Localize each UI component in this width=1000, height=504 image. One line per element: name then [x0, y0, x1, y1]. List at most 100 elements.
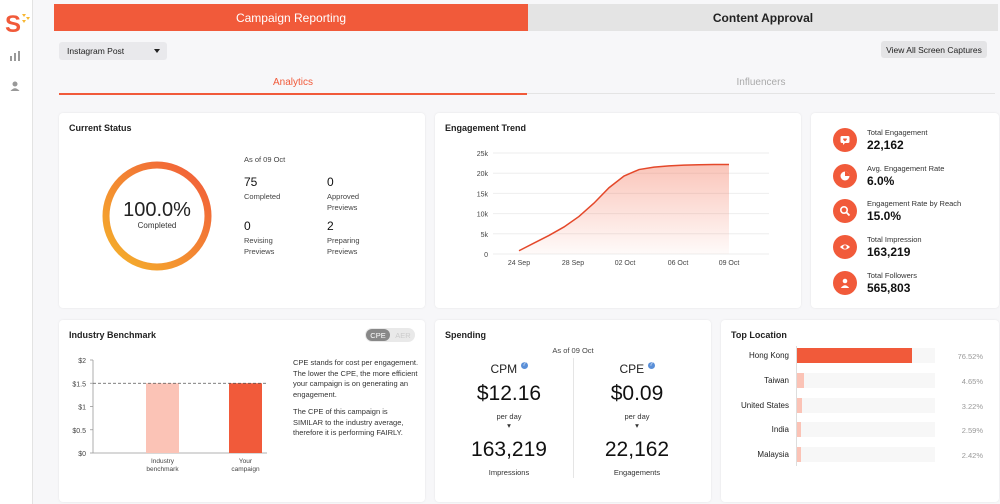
metric-text: Engagement Rate by Reach 15.0%	[867, 199, 961, 223]
bar-chart-icon[interactable]	[9, 50, 21, 62]
location-bar	[797, 397, 802, 413]
eye-icon	[833, 235, 857, 260]
metric-text: Total Impression 163,219	[867, 235, 922, 259]
location-bar	[797, 422, 801, 438]
spending-as-of: As of 09 Oct	[552, 346, 594, 355]
y-tick-label: 25k	[477, 151, 489, 158]
x-tick-label: 28 Sep	[562, 260, 584, 267]
cpe-aer-toggle[interactable]: CPE AER	[365, 328, 415, 342]
brand-logo[interactable]: S	[5, 8, 31, 38]
status-count: 75	[244, 175, 258, 189]
card-title: Spending	[445, 330, 486, 340]
toggle-cpe[interactable]: CPE	[366, 329, 390, 341]
chevron-down-icon	[154, 49, 160, 53]
trend-line	[518, 163, 730, 252]
top-location-card: Top Location Hong Kong 76.52% Taiwan 4.65% U…	[721, 320, 999, 502]
metric-row: Total Engagement 22,162	[833, 125, 927, 155]
location-name: Taiwan	[764, 375, 789, 385]
status-percent: 100.0%	[123, 199, 191, 221]
benchmark-description: CPE stands for cost per engagement. The …	[293, 358, 419, 399]
x-tick-label: 02 Oct	[615, 260, 636, 267]
view-screen-captures-button[interactable]: View All Screen Captures	[881, 41, 987, 58]
heart-chat-icon	[833, 128, 857, 152]
location-name: United States	[740, 400, 789, 410]
cpm-label: CPM	[490, 362, 518, 376]
metric-text: Total Followers 565,803	[867, 271, 917, 295]
metric-value: 22,162	[867, 138, 904, 152]
metric-text: Total Engagement 22,162	[867, 128, 927, 152]
industry-benchmark-bar	[146, 383, 179, 453]
location-percent: 76.52%	[957, 352, 983, 361]
engagement-trend-chart: 25k 20k 15k 10k 5k 0 24 Sep 28 Sep 02 Oct 06 Oct 0…	[477, 151, 769, 267]
location-name: India	[771, 425, 789, 435]
main-content: Campaign Reporting Content Approval Inst…	[33, 0, 1000, 504]
status-label: Previews	[244, 247, 275, 256]
metric-label: Engagement Rate by Reach	[867, 199, 962, 209]
subtab-influencers[interactable]: Influencers	[736, 77, 786, 88]
current-status-card: Current Status 100.0% Completed As of 09…	[59, 113, 425, 308]
bar-label: Your	[239, 458, 253, 465]
cpe-engagements: 22,162	[604, 438, 670, 461]
metric-label: Total Followers	[867, 270, 918, 280]
cpe-label: CPE	[619, 362, 645, 376]
y-tick-label: $2	[78, 358, 86, 365]
y-tick-label: 5k	[481, 232, 489, 239]
help-icon[interactable]: ?	[647, 362, 655, 369]
dropdown-selected: Instagram Post	[67, 46, 125, 56]
metric-value: 565,803	[867, 280, 911, 295]
svg-text:S: S	[5, 11, 21, 38]
status-ring	[102, 161, 212, 271]
location-bar	[797, 372, 804, 388]
metric-row: Avg. Engagement Rate 6.0%	[833, 161, 944, 191]
y-tick-label: $1	[78, 405, 86, 412]
metric-row: Total Impression 163,219	[833, 232, 922, 262]
location-track	[797, 372, 935, 388]
location-name: Hong Kong	[748, 351, 789, 360]
y-tick-label: 10k	[477, 212, 489, 219]
status-percent-label: Completed	[137, 221, 177, 230]
status-label: Approved	[327, 192, 360, 201]
subtab-divider	[527, 93, 995, 94]
location-bar	[797, 447, 801, 463]
y-tick-label: $1.5	[72, 381, 86, 388]
x-tick-label: 24 Sep	[508, 260, 530, 267]
cpe-label-wrap: CPE ?	[583, 362, 691, 376]
cpe-engagements-label: Engagements	[613, 468, 661, 477]
metric-label: Total Impression	[867, 235, 922, 245]
toggle-aer[interactable]: AER	[395, 330, 411, 340]
industry-benchmark-card: Industry Benchmark CPE AER $2 $1.5 $1 $0.5 $…	[59, 320, 425, 502]
user-icon[interactable]	[9, 80, 21, 92]
metric-row: Total Followers 565,803	[833, 268, 917, 298]
tab-campaign-reporting[interactable]: Campaign Reporting	[54, 4, 528, 31]
status-label: Revising	[244, 236, 273, 245]
x-tick-label: 06 Oct	[668, 260, 689, 267]
y-tick-label: 0	[484, 252, 488, 259]
location-track	[797, 397, 935, 413]
spending-card: Spending As of 09 Oct CPM ? $12.16 per d…	[435, 320, 711, 502]
status-as-of: As of 09 Oct	[244, 155, 286, 164]
status-label: Completed	[244, 192, 281, 201]
status-count: 0	[244, 219, 251, 233]
location-percent: 3.22%	[961, 401, 983, 411]
location-track	[797, 422, 935, 438]
y-tick-label: $0	[78, 451, 86, 458]
search-icon	[833, 199, 857, 224]
location-track	[797, 348, 935, 363]
metric-label: Avg. Engagement Rate	[867, 163, 945, 173]
y-tick-label: $0.5	[72, 428, 86, 435]
metrics-card: Total Engagement 22,162 Avg. Engagement Ra…	[811, 113, 999, 308]
post-type-dropdown[interactable]: Instagram Post	[59, 42, 167, 60]
location-percent: 2.42%	[961, 451, 983, 461]
metric-row: Engagement Rate by Reach 15.0%	[833, 196, 961, 226]
tab-content-approval[interactable]: Content Approval	[528, 4, 998, 31]
sidebar: S	[0, 0, 33, 504]
subtab-analytics[interactable]: Analytics	[272, 77, 313, 88]
help-icon[interactable]: ?	[520, 362, 528, 369]
y-tick-label: 20k	[477, 171, 489, 178]
bar-label: benchmark	[146, 466, 179, 473]
metric-label: Total Engagement	[867, 128, 928, 137]
cpm-per: per day	[496, 412, 522, 421]
cpe-value: $0.09	[610, 382, 664, 405]
y-tick-label: 15k	[477, 191, 489, 198]
